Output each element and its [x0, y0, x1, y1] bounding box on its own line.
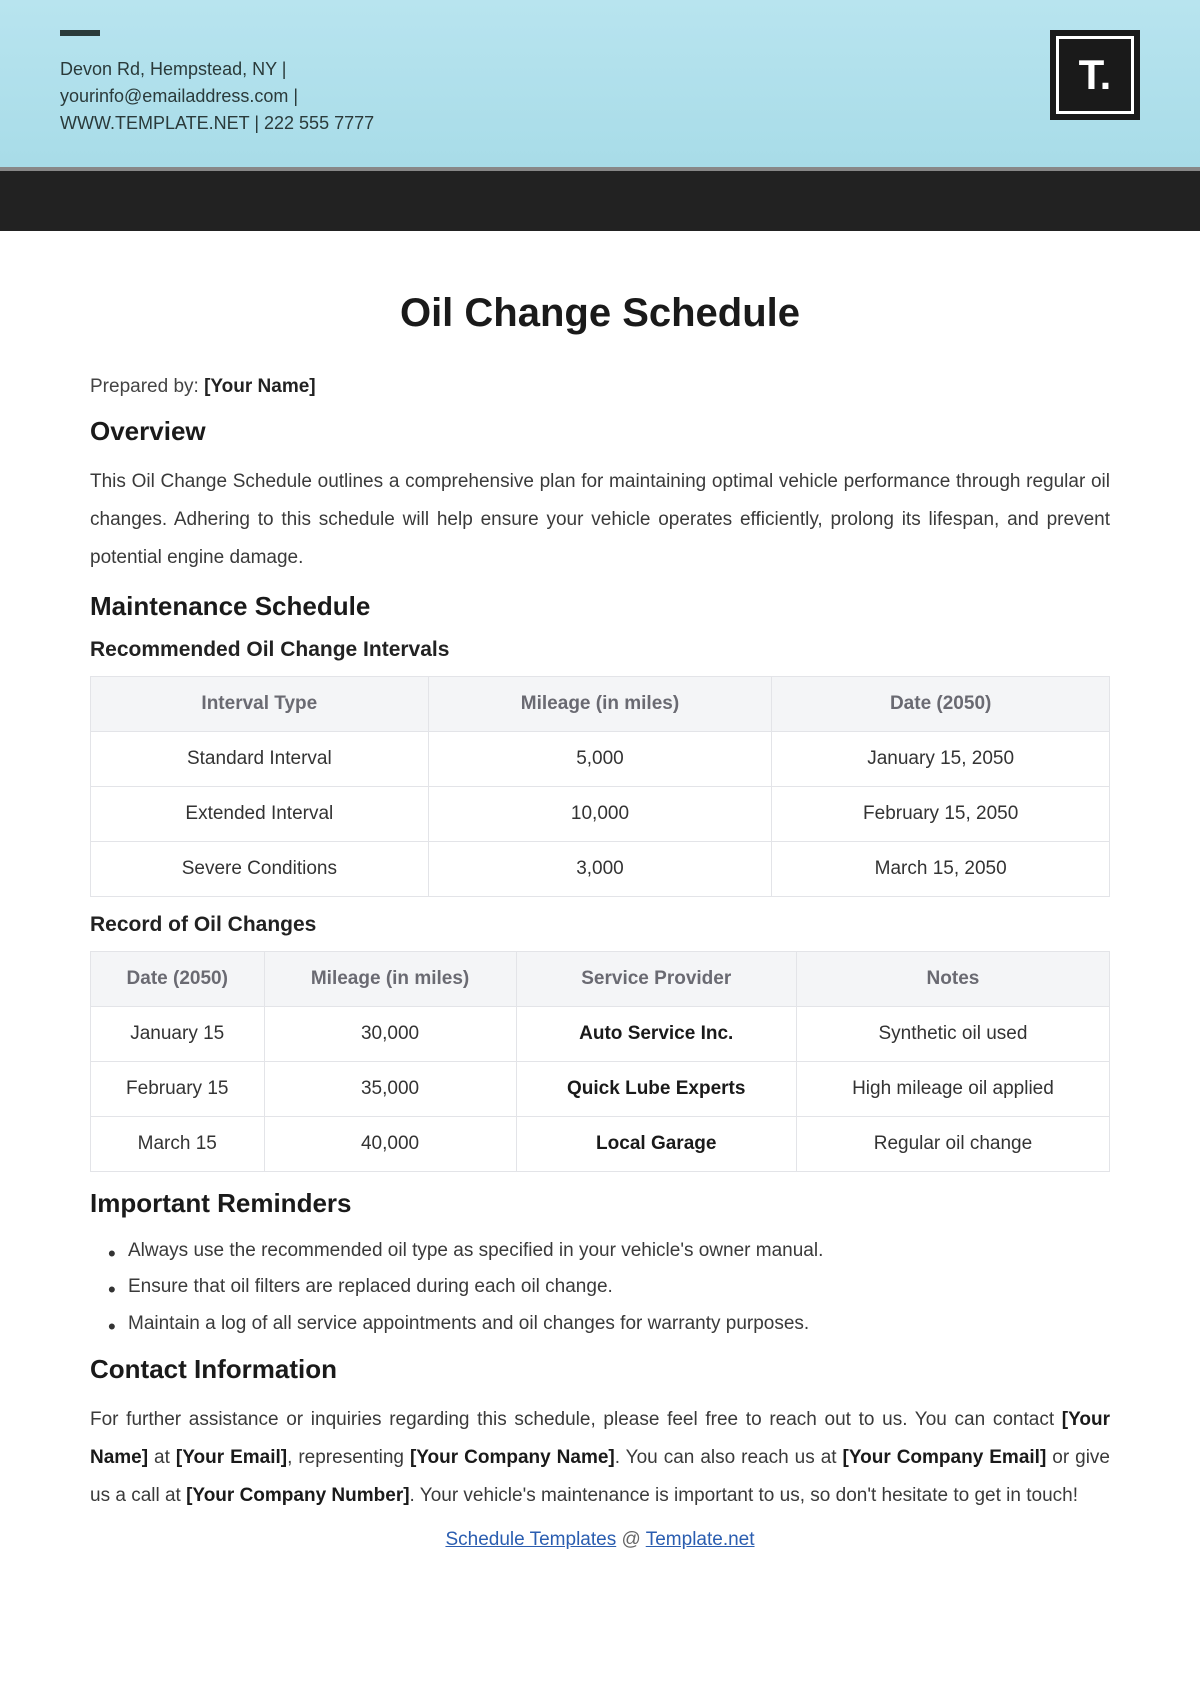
table-header: Notes — [796, 952, 1109, 1007]
table-cell: Quick Lube Experts — [516, 1062, 796, 1117]
placeholder-bold: [Your Company Name] — [410, 1447, 615, 1468]
prepared-value: [Your Name] — [204, 376, 316, 397]
table-cell: March 15, 2050 — [772, 842, 1110, 897]
table-cell: 10,000 — [428, 787, 772, 842]
header-info-line: yourinfo@emailaddress.com | — [60, 83, 374, 110]
table-cell: February 15, 2050 — [772, 787, 1110, 842]
footer-sep: @ — [616, 1529, 646, 1550]
intervals-heading: Recommended Oil Change Intervals — [90, 638, 1110, 662]
footer-links: Schedule Templates @ Template.net — [90, 1529, 1110, 1551]
overview-text: This Oil Change Schedule outlines a comp… — [90, 463, 1110, 577]
table-cell: January 15 — [91, 1007, 265, 1062]
list-item: Always use the recommended oil type as s… — [108, 1235, 1110, 1267]
table-header: Interval Type — [91, 677, 429, 732]
header-banner: Devon Rd, Hempstead, NY | yourinfo@email… — [0, 0, 1200, 171]
logo: T. — [1050, 30, 1140, 120]
list-item: Maintain a log of all service appointmen… — [108, 1308, 1110, 1340]
header-left: Devon Rd, Hempstead, NY | yourinfo@email… — [60, 30, 374, 137]
dark-bar — [0, 171, 1200, 231]
table-header: Date (2050) — [772, 677, 1110, 732]
footer-link-1[interactable]: Schedule Templates — [445, 1529, 616, 1550]
contact-text-fragment: . Your vehicle's maintenance is importan… — [410, 1485, 1078, 1506]
table-row: January 1530,000Auto Service Inc.Synthet… — [91, 1007, 1110, 1062]
table-row: March 1540,000Local GarageRegular oil ch… — [91, 1117, 1110, 1172]
contact-text-fragment: at — [148, 1447, 176, 1468]
table-cell: Severe Conditions — [91, 842, 429, 897]
table-cell: January 15, 2050 — [772, 732, 1110, 787]
table-cell: Auto Service Inc. — [516, 1007, 796, 1062]
placeholder-bold: [Your Email] — [176, 1447, 287, 1468]
table-cell: March 15 — [91, 1117, 265, 1172]
logo-text: T. — [1056, 36, 1134, 114]
contact-text-fragment: . You can also reach us at — [615, 1447, 843, 1468]
contact-heading: Contact Information — [90, 1354, 1110, 1385]
table-cell: High mileage oil applied — [796, 1062, 1109, 1117]
table-cell: Regular oil change — [796, 1117, 1109, 1172]
table-cell: 35,000 — [264, 1062, 516, 1117]
intervals-table: Interval TypeMileage (in miles)Date (205… — [90, 676, 1110, 897]
header-dash-icon — [60, 30, 100, 36]
table-cell: February 15 — [91, 1062, 265, 1117]
placeholder-bold: [Your Company Number] — [186, 1485, 409, 1506]
placeholder-bold: [Your Company Email] — [843, 1447, 1047, 1468]
table-cell: 5,000 — [428, 732, 772, 787]
table-cell: 30,000 — [264, 1007, 516, 1062]
table-header: Mileage (in miles) — [428, 677, 772, 732]
overview-heading: Overview — [90, 416, 1110, 447]
table-cell: Standard Interval — [91, 732, 429, 787]
table-header: Service Provider — [516, 952, 796, 1007]
table-cell: Local Garage — [516, 1117, 796, 1172]
table-header: Mileage (in miles) — [264, 952, 516, 1007]
record-heading: Record of Oil Changes — [90, 913, 1110, 937]
footer-link-2[interactable]: Template.net — [646, 1529, 755, 1550]
table-cell: 40,000 — [264, 1117, 516, 1172]
table-cell: Extended Interval — [91, 787, 429, 842]
prepared-by: Prepared by: [Your Name] — [90, 376, 1110, 398]
table-header: Date (2050) — [91, 952, 265, 1007]
table-row: Severe Conditions3,000March 15, 2050 — [91, 842, 1110, 897]
list-item: Ensure that oil filters are replaced dur… — [108, 1271, 1110, 1303]
maintenance-heading: Maintenance Schedule — [90, 591, 1110, 622]
table-row: Extended Interval10,000February 15, 2050 — [91, 787, 1110, 842]
table-cell: 3,000 — [428, 842, 772, 897]
header-info-line: Devon Rd, Hempstead, NY | — [60, 56, 374, 83]
prepared-prefix: Prepared by: — [90, 376, 204, 397]
reminders-heading: Important Reminders — [90, 1188, 1110, 1219]
reminders-list: Always use the recommended oil type as s… — [90, 1235, 1110, 1340]
header-contact-info: Devon Rd, Hempstead, NY | yourinfo@email… — [60, 56, 374, 137]
page-title: Oil Change Schedule — [90, 291, 1110, 336]
table-cell: Synthetic oil used — [796, 1007, 1109, 1062]
table-row: February 1535,000Quick Lube ExpertsHigh … — [91, 1062, 1110, 1117]
contact-text-fragment: , representing — [287, 1447, 410, 1468]
document-content: Oil Change Schedule Prepared by: [Your N… — [0, 231, 1200, 1571]
header-info-line: WWW.TEMPLATE.NET | 222 555 7777 — [60, 110, 374, 137]
contact-text-fragment: For further assistance or inquiries rega… — [90, 1409, 1062, 1430]
record-table: Date (2050)Mileage (in miles)Service Pro… — [90, 951, 1110, 1172]
table-row: Standard Interval5,000January 15, 2050 — [91, 732, 1110, 787]
contact-text: For further assistance or inquiries rega… — [90, 1401, 1110, 1515]
